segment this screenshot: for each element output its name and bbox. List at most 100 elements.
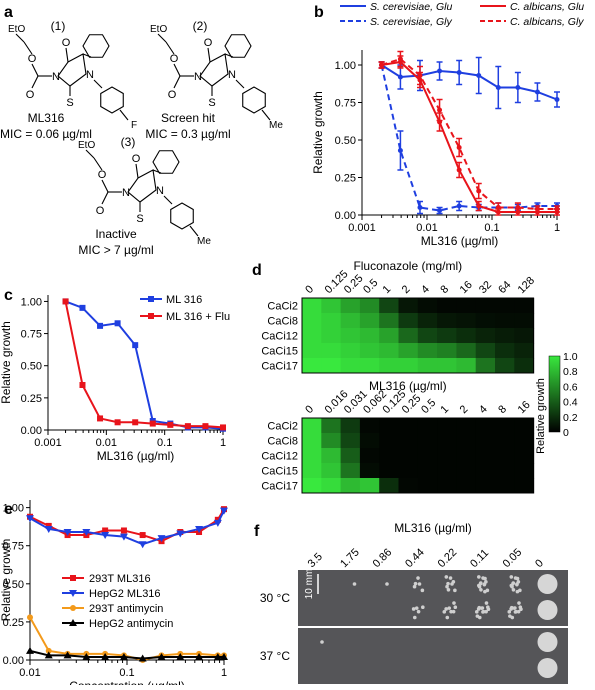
legend-marker bbox=[69, 619, 77, 626]
colony-dot bbox=[453, 605, 458, 610]
heatmap-cell bbox=[398, 478, 419, 494]
oxygen-label: O bbox=[170, 53, 179, 65]
data-point-1 bbox=[26, 515, 34, 523]
series-line-1 bbox=[29, 510, 225, 546]
heatmap-cell bbox=[359, 478, 380, 494]
heatmap-column-label: 1 bbox=[438, 403, 451, 416]
data-point-3 bbox=[63, 651, 72, 659]
heatmap-cell bbox=[475, 313, 496, 329]
heatmap-cell bbox=[321, 463, 342, 479]
y-tick-label: 0.00 bbox=[21, 425, 42, 437]
data-point-0 bbox=[214, 516, 221, 523]
hydantoin-ring bbox=[127, 169, 157, 203]
heatmap-cell bbox=[514, 433, 535, 449]
heatmap-cell bbox=[475, 343, 496, 359]
heatmap-cell bbox=[475, 328, 496, 344]
colony-dot bbox=[416, 576, 420, 580]
colony-dot bbox=[484, 580, 488, 584]
panel-letter-e: e bbox=[4, 501, 13, 518]
colony-dot bbox=[477, 575, 481, 579]
data-point-1 bbox=[202, 423, 209, 430]
legend-label: 293T antimycin bbox=[89, 603, 163, 615]
oxygen-label: O bbox=[62, 37, 71, 49]
data-point-3 bbox=[476, 188, 482, 194]
compound-number: (1) bbox=[51, 19, 66, 33]
colony-dot bbox=[509, 605, 514, 610]
heatmap-column-label: 2 bbox=[458, 403, 471, 416]
data-point-0 bbox=[534, 89, 540, 95]
series-line-3 bbox=[381, 57, 557, 210]
bond bbox=[101, 191, 109, 205]
panel-c-chart: 0.00 0.25 0.50 0.75 1.00 0.001 0.01 0.1 1 ML316 (… bbox=[0, 294, 230, 463]
heatmap-cell bbox=[359, 358, 380, 374]
panel-a-structures: (1) O S N N O O EtO F ML316 MIC = 0.06 µg/ml (2) O S N… bbox=[0, 19, 283, 257]
legend-marker bbox=[69, 590, 77, 597]
legend-label: C. albicans, Gly bbox=[510, 16, 584, 28]
data-point-3 bbox=[213, 652, 222, 660]
compound-name: Inactive bbox=[95, 227, 137, 241]
heatmap-border bbox=[301, 417, 535, 494]
data-point-1 bbox=[79, 382, 86, 388]
heatmap-cell bbox=[437, 463, 457, 479]
heatmap-cell bbox=[340, 418, 361, 434]
legend-marker bbox=[148, 313, 154, 319]
x-tick-label: 0.001 bbox=[34, 437, 62, 449]
substituent-label: Me bbox=[269, 120, 283, 131]
data-point-3 bbox=[379, 62, 385, 68]
heatmap-cell bbox=[456, 448, 477, 464]
spot-column-label: 0.44 bbox=[403, 546, 427, 570]
heatmap-cell bbox=[321, 328, 342, 344]
heatmap-cell bbox=[514, 328, 535, 344]
colony-dot bbox=[517, 601, 521, 605]
heatmap-cell bbox=[302, 463, 322, 479]
data-point-1 bbox=[167, 421, 174, 428]
heatmap-cell bbox=[514, 298, 535, 314]
data-point-2 bbox=[456, 167, 462, 173]
data-point-1 bbox=[417, 205, 423, 210]
y-tick-label: 0.50 bbox=[335, 135, 356, 147]
data-point-2 bbox=[45, 647, 52, 654]
data-point-0 bbox=[139, 532, 146, 539]
heatmap-column-label: 0 bbox=[303, 283, 316, 296]
legend-label: S. cerevisiae, Gly bbox=[370, 16, 452, 28]
x-tick-label: 0.001 bbox=[348, 222, 376, 234]
colony-dot bbox=[413, 581, 418, 586]
heatmap-cell bbox=[456, 478, 477, 494]
colony-dot bbox=[515, 576, 520, 581]
legend-marker bbox=[70, 605, 76, 611]
colony-dot bbox=[453, 588, 457, 593]
bond bbox=[157, 33, 167, 43]
legend-label: 293T ML316 bbox=[89, 573, 151, 585]
data-point-0 bbox=[476, 73, 482, 78]
carbonyl-bond bbox=[65, 47, 69, 63]
spot-column-label: 0.11 bbox=[468, 547, 491, 570]
heatmap-cell bbox=[302, 343, 322, 359]
colony-spot bbox=[537, 632, 558, 652]
bond bbox=[235, 79, 245, 89]
data-point-1 bbox=[138, 541, 147, 549]
data-point-1 bbox=[213, 519, 222, 527]
heatmap-title: ML316 (µg/ml) bbox=[369, 379, 447, 393]
heatmap-cell bbox=[437, 298, 457, 314]
data-point-1 bbox=[63, 529, 72, 536]
colony-dot bbox=[483, 589, 487, 594]
compound-number: (2) bbox=[193, 19, 208, 33]
ethoxy-label: EtO bbox=[150, 24, 167, 35]
y-tick-label: 1.00 bbox=[335, 60, 356, 72]
data-point-3 bbox=[456, 145, 462, 150]
heatmap-column-label: 16 bbox=[458, 279, 475, 296]
colony-spot bbox=[537, 574, 558, 594]
heatmap-cell bbox=[417, 313, 438, 329]
nitrogen-label: N bbox=[194, 71, 202, 83]
heatmap-cell bbox=[302, 433, 322, 449]
legend-marker bbox=[70, 575, 76, 581]
colony-dot bbox=[511, 581, 516, 585]
heatmap-cell bbox=[321, 448, 342, 464]
nitrogen-label: N bbox=[86, 69, 94, 81]
bond bbox=[15, 33, 25, 43]
colorbar-tick-label: 0.4 bbox=[563, 397, 578, 409]
heatmap-cell bbox=[359, 328, 380, 344]
heatmap-cell bbox=[379, 343, 399, 359]
heatmap-cell bbox=[437, 358, 457, 374]
